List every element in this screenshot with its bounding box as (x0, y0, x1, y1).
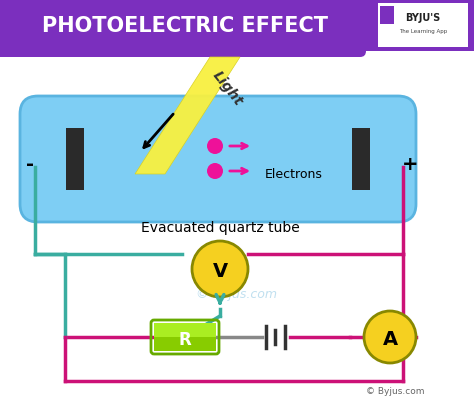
Text: © Byjus.com: © Byjus.com (197, 288, 277, 301)
Circle shape (207, 139, 223, 155)
Bar (154, 323, 216, 337)
Text: V: V (212, 262, 228, 281)
Text: © Byjus.com: © Byjus.com (366, 387, 424, 395)
Circle shape (207, 164, 223, 180)
Text: PHOTOELECTRIC EFFECT: PHOTOELECTRIC EFFECT (42, 16, 328, 36)
Bar (378, 4, 468, 48)
FancyBboxPatch shape (0, 0, 366, 58)
Text: BYJU'S: BYJU'S (405, 13, 441, 23)
Text: Electrons: Electrons (265, 168, 323, 181)
Bar (66, 129, 84, 190)
Circle shape (192, 241, 248, 297)
Text: +: + (402, 155, 418, 174)
Polygon shape (135, 58, 240, 174)
Bar (352, 129, 370, 190)
Text: Light: Light (210, 68, 246, 108)
Text: -: - (26, 155, 34, 174)
Bar (380, 7, 394, 25)
FancyBboxPatch shape (20, 97, 416, 223)
Bar (0, 0, 474, 52)
Text: Evacuated quartz tube: Evacuated quartz tube (141, 221, 300, 235)
Text: R: R (179, 330, 191, 348)
Text: The Learning App: The Learning App (399, 29, 447, 34)
Bar (154, 337, 216, 351)
Text: A: A (383, 330, 398, 348)
Circle shape (364, 311, 416, 363)
